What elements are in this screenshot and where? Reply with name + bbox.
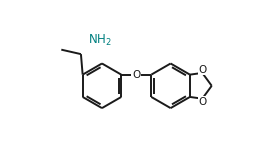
Text: NH$_2$: NH$_2$ [88,32,112,48]
Text: O: O [198,97,207,107]
Text: O: O [132,70,140,80]
Text: O: O [198,65,207,75]
